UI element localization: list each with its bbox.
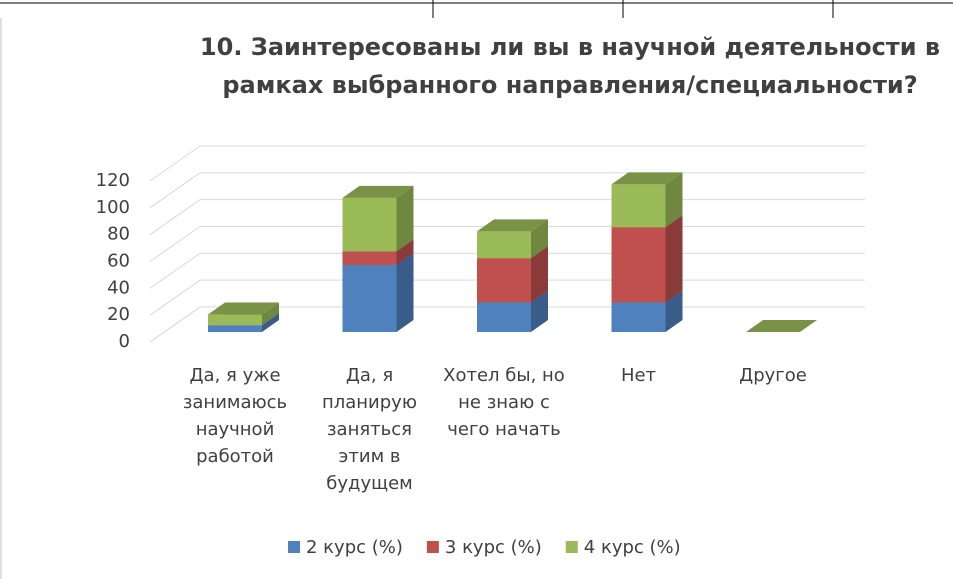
bar — [477, 258, 531, 303]
bar-side — [665, 290, 683, 332]
bar — [208, 325, 262, 332]
y-tick-label: 0 — [119, 331, 130, 352]
bar-side — [665, 215, 683, 303]
bar-top — [342, 185, 414, 198]
y-tick-label: 60 — [107, 251, 130, 272]
bar — [611, 227, 666, 303]
bar-side — [531, 219, 548, 259]
x-tick-label: Да, я планирую заняться этим в будущем — [321, 365, 417, 494]
bar-side — [396, 239, 414, 265]
grid-line — [149, 279, 201, 316]
bar-side — [396, 252, 414, 332]
legend-label: 4 курс (%) — [584, 537, 681, 558]
y-tick-label: 20 — [107, 304, 130, 325]
bar — [342, 264, 397, 332]
legend-swatch — [426, 541, 439, 553]
grid-line — [149, 172, 201, 209]
bar-top — [611, 172, 683, 185]
grid-line — [149, 306, 201, 343]
x-tick-label: Да, я уже занимаюсь научной работой — [182, 365, 288, 467]
bar — [342, 197, 397, 252]
bar — [208, 314, 262, 326]
bar — [611, 302, 666, 332]
chart-title: 10. Заинтересованы ли вы в научной деяте… — [199, 33, 941, 99]
y-tick-label: 120 — [96, 170, 130, 191]
legend-swatch — [288, 541, 300, 553]
y-tick-label: 100 — [96, 197, 130, 218]
bar-top — [477, 219, 548, 232]
bar-side — [262, 302, 279, 326]
y-tick-label: 40 — [107, 277, 130, 298]
x-tick-label: Нет — [620, 365, 657, 386]
x-tick-label: Другое — [739, 365, 807, 386]
grid-line — [149, 145, 201, 182]
x-tick-label: Хотел бы, но не знаю с чего начать — [443, 365, 565, 440]
bar-top — [208, 302, 279, 315]
bar — [477, 302, 531, 332]
bar-side — [396, 185, 414, 252]
y-tick-label: 80 — [107, 224, 130, 245]
grid-line — [149, 199, 201, 236]
bar-side — [531, 246, 548, 303]
bar-top — [746, 320, 817, 332]
grid-line — [149, 252, 201, 289]
bar — [342, 251, 397, 265]
bar — [611, 184, 666, 228]
legend-swatch — [565, 541, 578, 553]
legend-label: 2 курс (%) — [306, 537, 403, 558]
bar-side — [665, 172, 683, 228]
bar — [477, 231, 531, 259]
bar-side — [262, 313, 279, 332]
legend-label: 3 курс (%) — [445, 537, 542, 558]
grid-line — [149, 226, 201, 262]
bar-side — [531, 290, 548, 332]
